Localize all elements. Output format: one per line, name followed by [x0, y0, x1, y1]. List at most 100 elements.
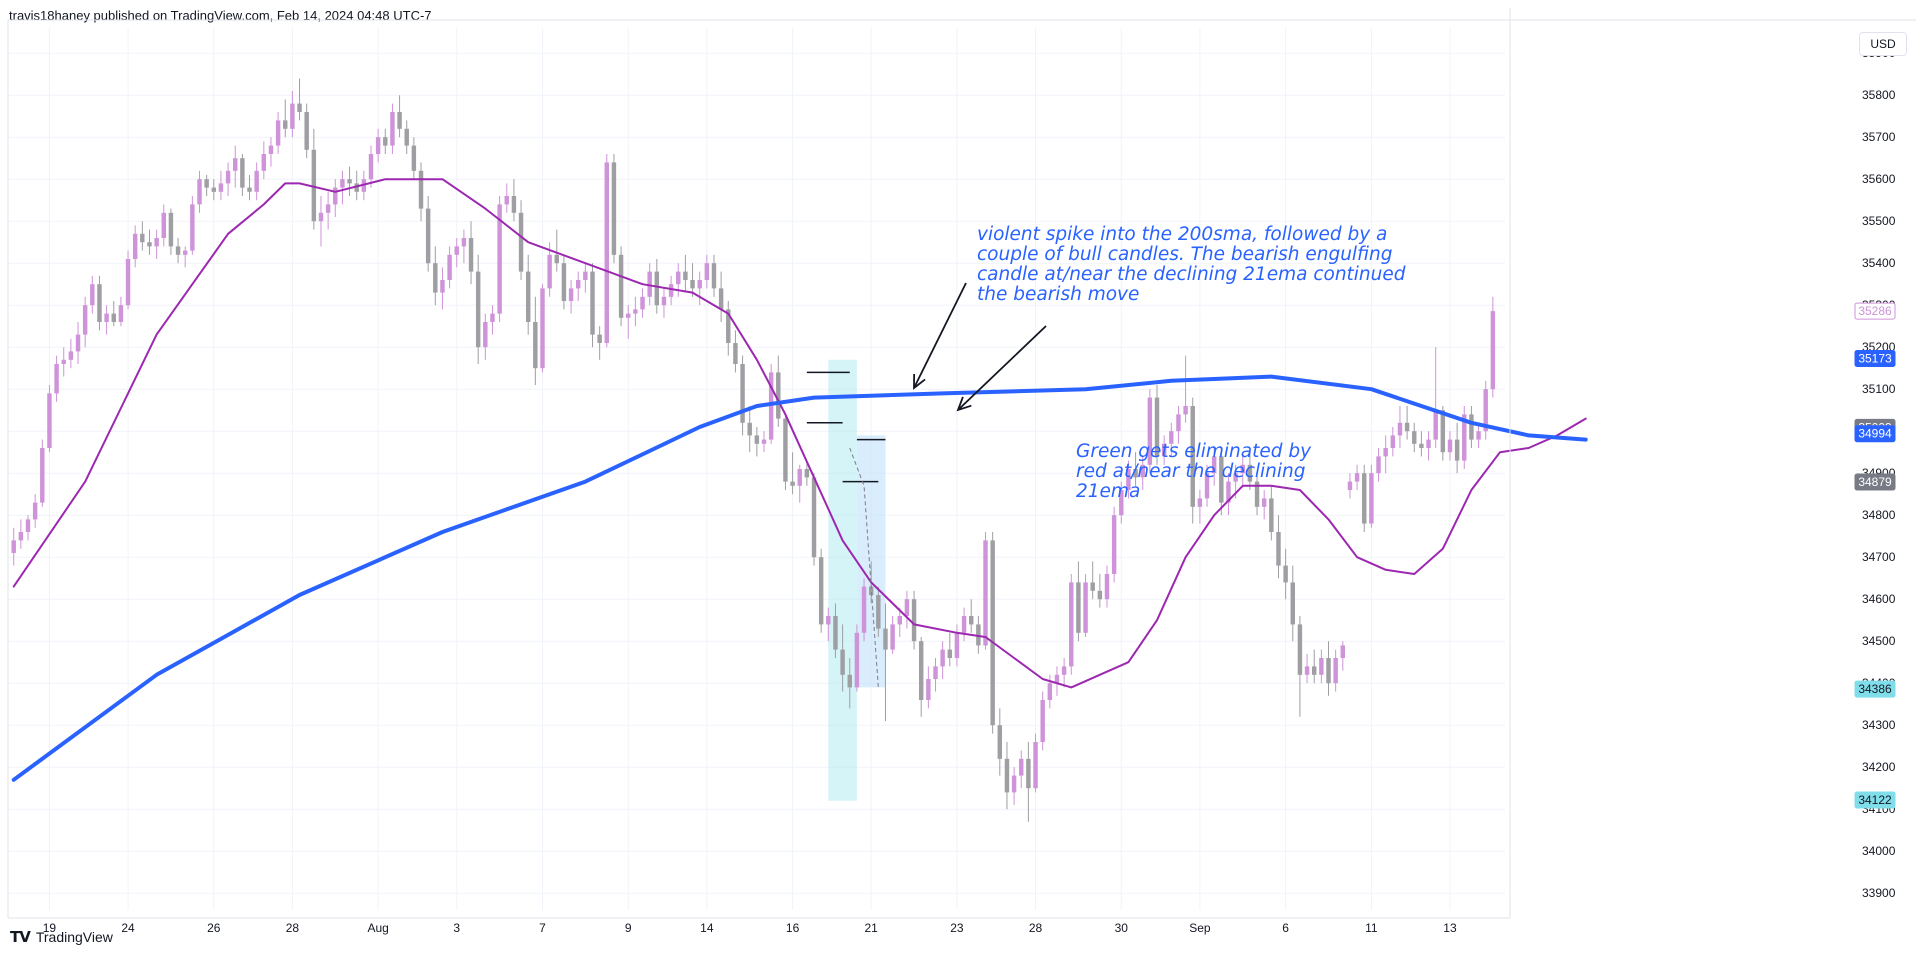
x-tick-label: 30: [1115, 921, 1129, 935]
bull-candle: [890, 624, 895, 650]
bear-candle: [990, 540, 995, 726]
footer-brand: TV TradingView: [10, 928, 113, 946]
price-badges: 35286351733500934994348793438634122: [1854, 302, 1896, 809]
bull-candle: [1376, 456, 1381, 474]
price-badge-label: 34386: [1858, 682, 1892, 696]
bull-candle: [1476, 431, 1481, 440]
x-tick-label: 16: [786, 921, 800, 935]
y-tick-label: 35400: [1862, 256, 1896, 270]
bull-candle: [1119, 490, 1124, 516]
price-badge-level: [1854, 473, 1896, 491]
x-tick-label: 21: [865, 921, 879, 935]
bear-candle: [597, 334, 602, 343]
bull-candle: [54, 364, 59, 394]
bear-candle: [1297, 624, 1303, 675]
bear-candle: [418, 170, 424, 209]
bear-candle: [718, 288, 724, 310]
bull-candle: [47, 393, 52, 448]
price-badge-label: 34879: [1858, 475, 1892, 489]
bull-candle: [1426, 439, 1431, 448]
annotation-line: violent spike into the 200sma, followed …: [977, 224, 1387, 245]
bear-candle: [304, 112, 309, 150]
bear-candle: [840, 649, 845, 675]
bear-candle: [311, 149, 317, 222]
bear-candle: [1269, 498, 1274, 532]
annotation-line: couple of bull candles. The bearish engu…: [977, 244, 1393, 265]
bear-candle: [783, 418, 788, 482]
bear-candle: [683, 271, 688, 280]
bear-candle: [475, 271, 481, 348]
bull-candle: [61, 359, 66, 364]
bull-candle: [325, 204, 331, 213]
bull-candle: [1433, 410, 1438, 440]
bear-candle: [411, 145, 417, 171]
price-badge-last-price: [1854, 302, 1896, 320]
bear-candle: [1311, 666, 1317, 675]
bear-candle: [876, 595, 881, 629]
bear-candle: [1026, 758, 1031, 789]
bull-candle: [604, 162, 610, 343]
bull-candle: [568, 288, 574, 301]
bear-candle: [654, 271, 660, 306]
bull-candle: [1304, 666, 1310, 675]
bull-candle: [1490, 311, 1496, 390]
bear-candle: [1247, 464, 1253, 482]
bull-candle: [118, 305, 124, 322]
bull-candle: [1033, 742, 1038, 789]
price-badge-label: 34994: [1858, 427, 1892, 441]
price-badge-zone-low: [1854, 791, 1896, 809]
trade-zones: [828, 359, 886, 801]
bull-candle: [1054, 674, 1060, 684]
bear-candle: [1283, 565, 1288, 583]
bull-candle: [390, 112, 395, 146]
bear-candle: [1440, 410, 1446, 453]
bull-candle: [1040, 700, 1045, 742]
bull-candle: [75, 334, 81, 352]
bear-candle: [790, 481, 795, 486]
annotation-line: Green gets eliminated by: [1076, 441, 1312, 462]
bull-candle: [40, 448, 45, 503]
bear-candle: [1362, 473, 1367, 524]
bull-candle: [647, 271, 652, 297]
bull-candle: [1383, 448, 1388, 457]
y-tick-label: 34500: [1862, 634, 1896, 648]
bull-candle: [368, 154, 374, 180]
moving-averages: [11, 178, 1588, 782]
bear-candle: [590, 271, 595, 335]
bull-candle: [182, 250, 188, 255]
x-tick-label: Sep: [1189, 921, 1211, 935]
bull-candle: [447, 254, 452, 280]
y-tick-label: 35600: [1862, 172, 1896, 186]
bull-candle: [1126, 469, 1131, 490]
bull-candle: [1111, 515, 1117, 574]
arrow-to-spike-head: [913, 373, 926, 390]
bull-candle: [161, 212, 166, 238]
bull-candle: [676, 271, 681, 285]
bull-candle: [82, 305, 88, 335]
publisher-header: travis18haney published on TradingView.c…: [9, 8, 432, 23]
bull-candle: [1226, 481, 1231, 503]
bull-candle: [32, 502, 38, 520]
bear-candle: [354, 183, 359, 192]
bull-candle: [897, 616, 902, 625]
bear-candle: [690, 280, 695, 289]
bear-candle: [1290, 582, 1295, 625]
y-tick-label: 34800: [1862, 508, 1896, 522]
bear-candle: [511, 196, 517, 213]
bear-candle: [847, 674, 852, 688]
currency-button[interactable]: USD: [1859, 32, 1907, 56]
x-tick-label: 14: [700, 921, 714, 935]
bull-candle: [1390, 435, 1396, 448]
bull-candle: [132, 233, 138, 259]
bull-candle: [233, 158, 238, 171]
sma200-line: [11, 374, 1588, 782]
x-tick-label: 26: [207, 921, 221, 935]
bear-candle: [1412, 431, 1417, 444]
bear-candle: [833, 616, 838, 650]
bear-candle: [525, 271, 531, 322]
bull-candle: [375, 137, 381, 154]
arrow-to-spike: [913, 282, 967, 389]
price-badge-label: 34122: [1858, 793, 1892, 807]
tradingview-logo-icon: TV: [10, 928, 31, 946]
